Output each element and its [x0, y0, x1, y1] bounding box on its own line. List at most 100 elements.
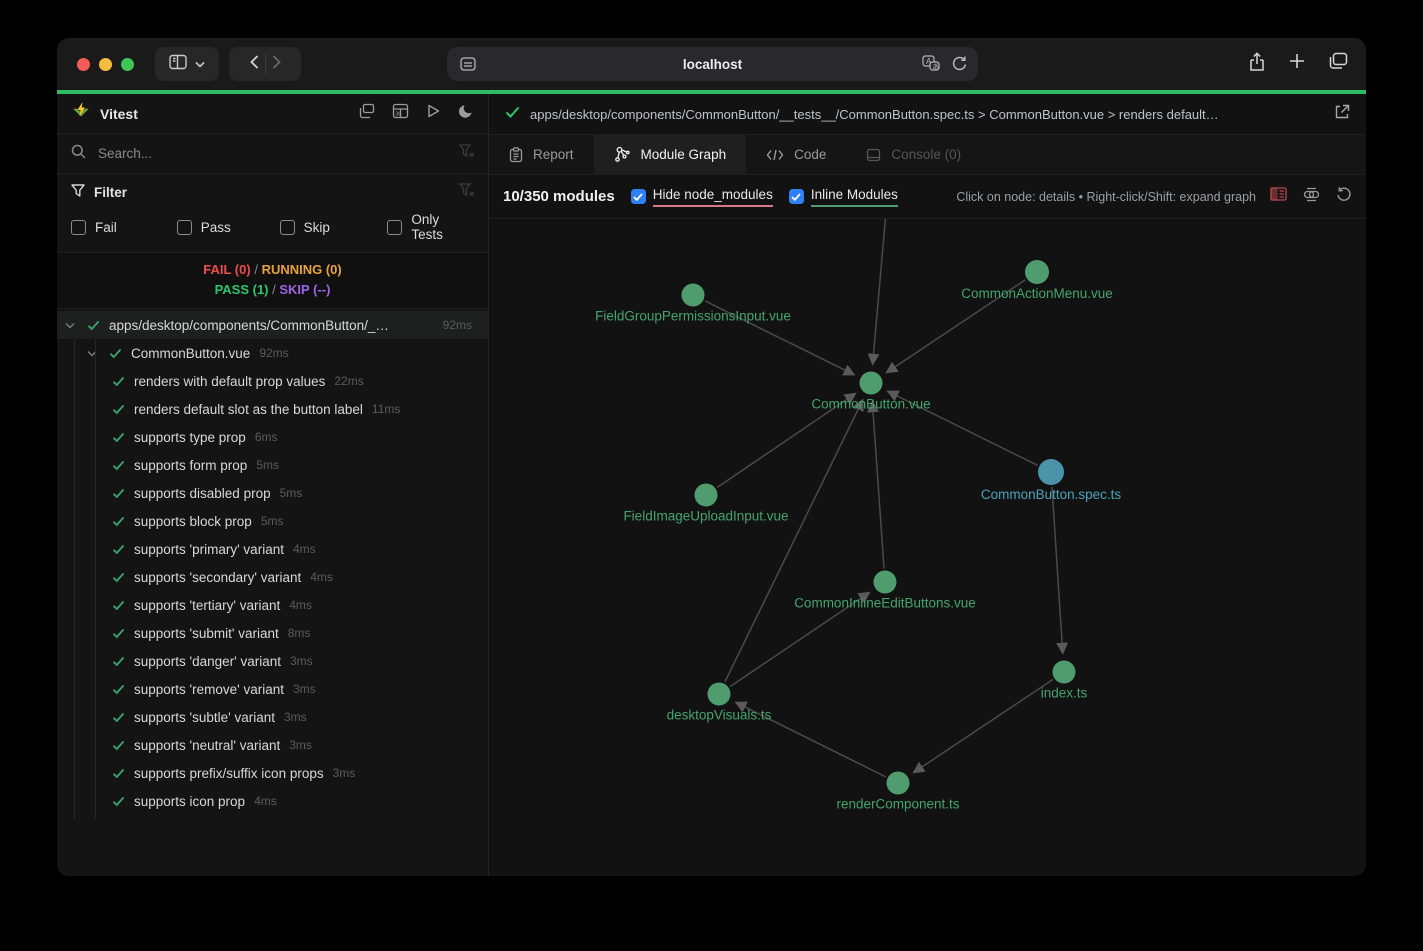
test-duration: 3ms [283, 710, 307, 724]
chevron-down-icon[interactable] [87, 350, 101, 357]
test-tree-row[interactable]: supports block prop 5ms [57, 507, 488, 535]
search-box[interactable]: Search... [57, 134, 488, 174]
test-tree-row[interactable]: supports 'secondary' variant 4ms [57, 563, 488, 591]
pass-check-icon [112, 572, 127, 583]
module-node-FieldImageUploadInput.vue[interactable] [694, 483, 718, 507]
reload-icon[interactable] [951, 55, 968, 77]
filter-option-label: Pass [200, 219, 231, 235]
tab-report[interactable]: Report [489, 135, 594, 174]
open-in-editor-icon[interactable] [1334, 104, 1350, 125]
test-tree-row[interactable]: supports disabled prop 5ms [57, 479, 488, 507]
module-node-CommonButton.vue[interactable] [859, 371, 883, 395]
browser-sidebar-toggle[interactable] [155, 47, 219, 81]
app-title: Vitest [100, 105, 138, 122]
module-node-CommonButton.spec.ts[interactable] [1038, 459, 1064, 485]
module-graph-canvas[interactable]: FieldGroupPermissionsInput.vue CommonActi… [489, 219, 1366, 876]
graph-reset-icon[interactable] [1336, 186, 1352, 207]
sidebar-panel-icon [169, 54, 187, 75]
dark-mode-icon[interactable] [458, 103, 474, 124]
share-icon[interactable] [1248, 52, 1266, 78]
module-node-label[interactable]: CommonActionMenu.vue [961, 286, 1113, 301]
new-tab-icon[interactable] [1288, 52, 1306, 78]
module-node-label[interactable]: renderComponent.ts [836, 797, 959, 812]
module-node-label[interactable]: CommonButton.vue [811, 397, 930, 412]
test-duration: 3ms [332, 766, 356, 780]
test-tree-row[interactable]: supports 'neutral' variant 3ms [57, 731, 488, 759]
filter-checkbox-fail[interactable]: Fail [71, 212, 177, 242]
chevron-down-icon[interactable] [65, 322, 79, 329]
test-tree-row[interactable]: supports 'remove' variant 3ms [57, 675, 488, 703]
test-duration: 3ms [292, 682, 316, 696]
test-name: supports 'neutral' variant [134, 737, 281, 753]
module-node-label[interactable]: CommonInlineEditButtons.vue [794, 596, 976, 611]
filter-checkbox-pass[interactable]: Pass [176, 212, 280, 242]
filter-label: Filter [94, 185, 128, 200]
dashboard-icon[interactable]: 3b [392, 103, 409, 124]
test-tree: apps/desktop/components/CommonButton/_… 9… [57, 309, 488, 876]
module-node-label[interactable]: desktopVisuals.ts [667, 708, 772, 723]
test-tree-row[interactable]: supports icon prop 4ms [57, 787, 488, 815]
test-duration: 4ms [310, 570, 333, 584]
module-node-renderComponent.ts[interactable] [886, 771, 910, 795]
tree-indent-guide [74, 339, 75, 819]
tab-overview-icon[interactable] [1328, 52, 1348, 78]
module-node-index.ts[interactable] [1052, 660, 1076, 684]
module-node-desktopVisuals.ts[interactable] [707, 682, 731, 706]
module-graph-edge [867, 400, 885, 569]
test-duration: 92ms [259, 346, 289, 360]
forward-button[interactable] [272, 54, 281, 74]
run-all-icon[interactable] [426, 103, 441, 124]
test-tree-row[interactable]: supports type prop 6ms [57, 423, 488, 451]
search-placeholder: Search... [98, 146, 153, 161]
filter-checkbox-only-tests[interactable]: Only Tests [387, 212, 474, 242]
filter-checkbox-skip[interactable]: Skip [279, 212, 388, 242]
test-tree-row[interactable]: renders default slot as the button label… [57, 395, 488, 423]
test-tree-row[interactable]: supports prefix/suffix icon props 3ms [57, 759, 488, 787]
vitest-sidebar: Vitest 3b [57, 94, 489, 876]
pass-check-icon [112, 628, 127, 639]
clear-search-filter-icon [458, 144, 474, 163]
test-tree-row[interactable]: supports 'submit' variant 8ms [57, 619, 488, 647]
test-tree-row[interactable]: renders with default prop values 22ms [57, 367, 488, 395]
zoom-window-button[interactable] [121, 58, 134, 71]
inline-modules-checkbox[interactable]: Inline Modules [788, 187, 898, 207]
minimize-window-button[interactable] [99, 58, 112, 71]
test-tree-row[interactable]: supports 'tertiary' variant 4ms [57, 591, 488, 619]
close-window-button[interactable] [77, 58, 90, 71]
back-button[interactable] [249, 54, 259, 74]
test-tree-row[interactable]: supports form prop 5ms [57, 451, 488, 479]
module-node-label[interactable]: CommonButton.spec.ts [981, 487, 1122, 502]
reader-view-icon[interactable] [459, 55, 477, 78]
graph-layout-icon[interactable] [1303, 187, 1320, 207]
hide-node-modules-checkbox[interactable]: Hide node_modules [630, 187, 773, 207]
test-tree-row[interactable]: apps/desktop/components/CommonButton/_… 9… [57, 311, 488, 339]
url-text[interactable]: localhost [682, 56, 743, 72]
graph-legend-icon[interactable] [1270, 187, 1287, 206]
tab-console[interactable]: Console (0) [846, 135, 981, 174]
tab-module-graph[interactable]: Module Graph [593, 135, 747, 174]
test-tree-row[interactable]: supports 'subtle' variant 3ms [57, 703, 488, 731]
test-tree-row[interactable]: supports 'danger' variant 3ms [57, 647, 488, 675]
pass-check-icon [112, 600, 127, 611]
breadcrumb: apps/desktop/components/CommonButton/__t… [489, 94, 1366, 135]
module-node-label[interactable]: FieldGroupPermissionsInput.vue [595, 309, 791, 324]
collapse-tests-icon[interactable] [359, 103, 375, 124]
graph-hint-text: Click on node: details • Right-click/Shi… [956, 189, 1256, 204]
module-node-CommonInlineEditButtons.vue[interactable] [873, 570, 897, 594]
module-node-label[interactable]: index.ts [1041, 686, 1088, 701]
svg-text:あ: あ [933, 63, 940, 71]
filter-option-label: Skip [303, 219, 330, 235]
module-node-CommonActionMenu.vue[interactable] [1025, 260, 1049, 284]
test-duration: 3ms [290, 654, 313, 668]
tab-label: Report [533, 147, 574, 162]
vitest-progress-bar [57, 90, 1366, 94]
module-graph-svg[interactable]: FieldGroupPermissionsInput.vue CommonActi… [489, 219, 1365, 876]
test-tree-row[interactable]: supports 'primary' variant 4ms [57, 535, 488, 563]
test-tree-row[interactable]: CommonButton.vue 92ms [57, 339, 488, 367]
module-node-label[interactable]: FieldImageUploadInput.vue [623, 509, 788, 524]
module-node-FieldGroupPermissionsInput.vue[interactable] [681, 283, 705, 307]
tab-code[interactable]: Code [746, 135, 846, 174]
